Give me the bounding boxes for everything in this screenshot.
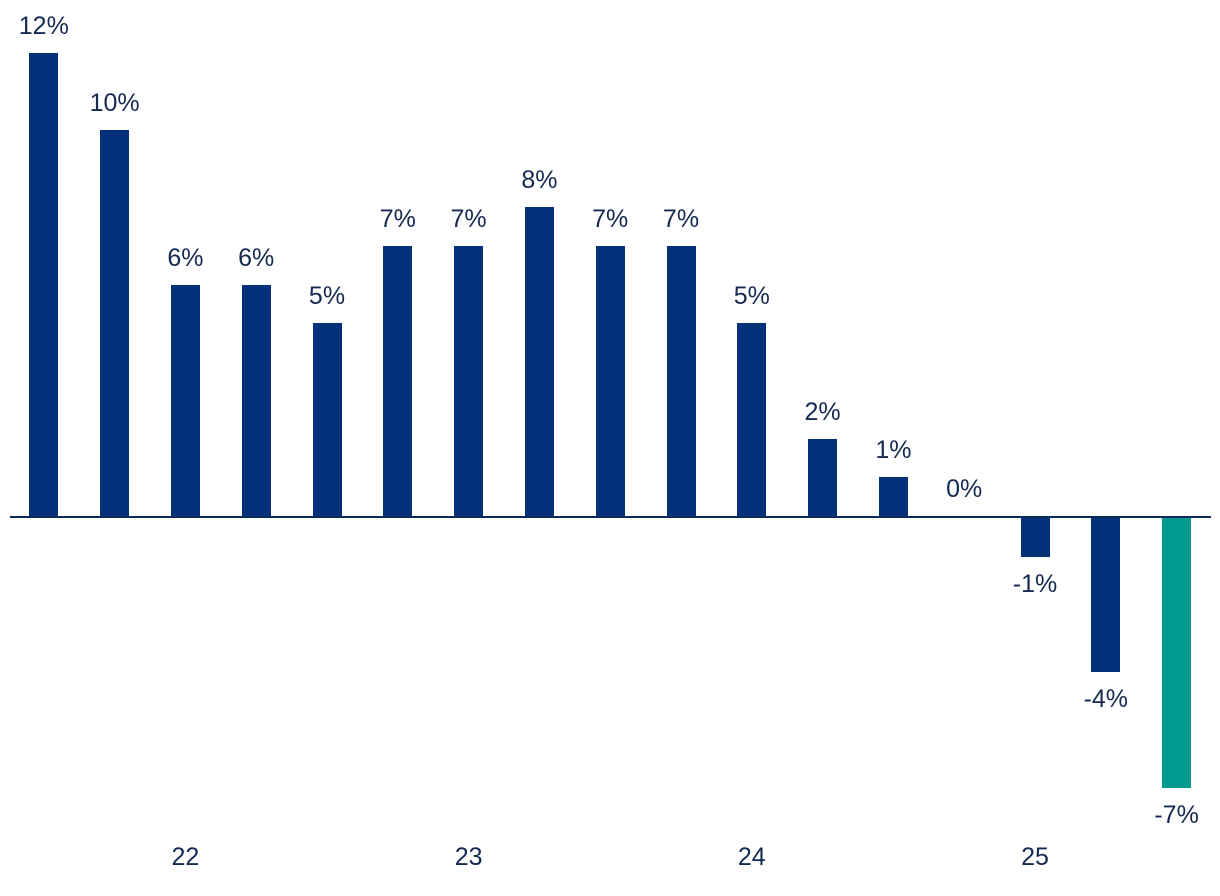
- bar: [312, 323, 342, 516]
- bar: [595, 246, 625, 516]
- bar-value-label: 7%: [592, 205, 629, 233]
- bar: [1091, 518, 1121, 673]
- bar: [170, 284, 200, 516]
- bar: [454, 246, 484, 516]
- bar-value-label: 5%: [733, 282, 770, 311]
- bar-value-label: 5%: [308, 282, 346, 311]
- bar-value-label: 8%: [521, 166, 558, 195]
- x-axis-year-label: 23: [454, 843, 483, 871]
- bar: [1020, 518, 1050, 557]
- bar: [737, 323, 767, 516]
- bar: [808, 438, 838, 516]
- bar-value-label: 1%: [875, 436, 912, 465]
- bar-value-label: -1%: [1012, 569, 1058, 598]
- bar-value-label: 7%: [662, 205, 700, 233]
- bar-value-label: 6%: [238, 243, 275, 272]
- bar-value-label: 10%: [89, 89, 140, 118]
- bar-value-label: 12%: [18, 12, 69, 41]
- bar-value-label: 2%: [804, 397, 841, 426]
- bar: [383, 246, 413, 516]
- bar: [1162, 518, 1192, 788]
- bar: [666, 246, 696, 516]
- bar-value-label: 7%: [450, 205, 487, 233]
- bar-value-label: -7%: [1154, 800, 1199, 829]
- bar: [100, 130, 130, 516]
- x-axis-line: [10, 516, 1211, 518]
- bar: [878, 477, 908, 516]
- x-axis-year-label: 22: [171, 843, 200, 871]
- bar: [29, 53, 59, 516]
- bar-value-label: 6%: [167, 243, 204, 272]
- bar-value-label: 7%: [379, 205, 416, 233]
- bar: [241, 284, 271, 516]
- bar-value-label: 0%: [946, 475, 983, 503]
- x-axis-year-label: 25: [1021, 843, 1049, 871]
- bar: [524, 207, 554, 516]
- x-axis-year-label: 24: [737, 843, 766, 871]
- bar-value-label: -4%: [1083, 685, 1129, 714]
